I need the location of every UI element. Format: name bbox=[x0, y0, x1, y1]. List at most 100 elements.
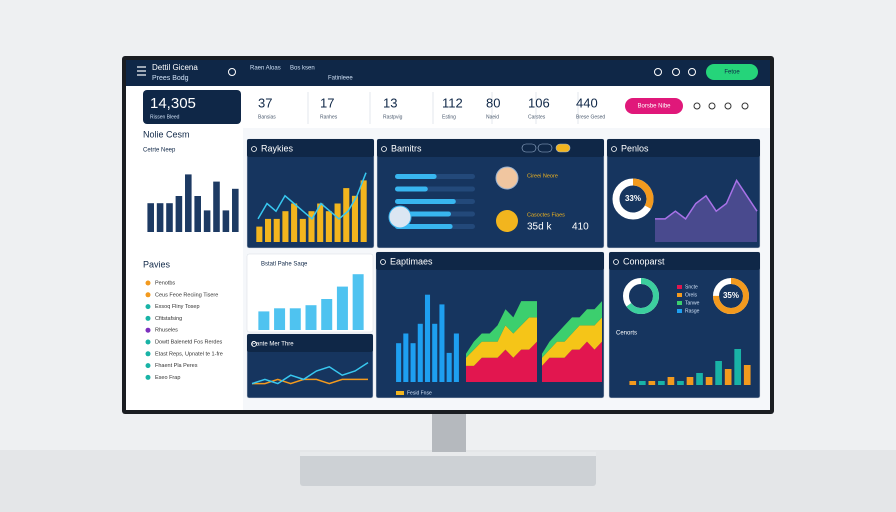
sidebar-list-title: Pavies bbox=[143, 259, 171, 269]
bar bbox=[629, 381, 637, 385]
panel-icon bbox=[380, 259, 386, 265]
panel-header bbox=[376, 252, 604, 270]
sidebar-title: Nolie Cesm bbox=[143, 129, 190, 139]
bar bbox=[658, 381, 665, 385]
list-dot bbox=[145, 339, 151, 345]
bar bbox=[203, 210, 211, 232]
list-dot bbox=[145, 315, 151, 321]
legend-label: Tanwe bbox=[685, 300, 700, 306]
bar bbox=[308, 211, 315, 242]
progress-bar bbox=[395, 224, 453, 229]
action-button[interactable] bbox=[625, 98, 683, 114]
list-item[interactable]: Ceus Feoe Reciing Tisere bbox=[155, 292, 218, 298]
nav-link[interactable]: Fatinleee bbox=[328, 76, 353, 82]
panel-icon bbox=[611, 146, 617, 152]
bar bbox=[677, 381, 684, 385]
list-item[interactable]: Dowtt Balenetd Fos Rerdes bbox=[155, 339, 223, 345]
stacked-area bbox=[466, 341, 537, 382]
list-item[interactable]: Cfitstafsing bbox=[155, 316, 182, 322]
header-icon[interactable] bbox=[654, 68, 662, 76]
panel-title: Raykies bbox=[261, 143, 294, 153]
kpi-label: Esting bbox=[442, 114, 456, 120]
bar bbox=[222, 210, 230, 232]
progress-bar bbox=[395, 186, 428, 192]
list-item[interactable]: Eseo Frap bbox=[155, 375, 180, 381]
bar bbox=[667, 377, 675, 385]
line bbox=[655, 178, 758, 220]
panel-title: Eaptimaes bbox=[390, 256, 433, 266]
stat: 35d k bbox=[527, 222, 552, 233]
bar bbox=[403, 333, 409, 382]
header-button[interactable] bbox=[706, 64, 758, 80]
progress-bar bbox=[395, 199, 456, 204]
bar bbox=[291, 203, 298, 242]
kpi-value: 80 bbox=[486, 95, 500, 110]
list-item[interactable]: Penotbs bbox=[155, 280, 175, 286]
bar bbox=[417, 323, 423, 382]
kpi-label: Carstes bbox=[528, 114, 546, 120]
list-dot bbox=[145, 292, 151, 298]
panel-header bbox=[247, 334, 373, 352]
bar bbox=[432, 323, 438, 382]
bar bbox=[360, 180, 367, 242]
legend-swatch bbox=[677, 301, 682, 305]
kpi-label: Naeid bbox=[486, 114, 499, 120]
toolbar-icon[interactable] bbox=[693, 102, 701, 110]
app-subtitle: Prees Bodg bbox=[152, 75, 189, 82]
bar bbox=[185, 174, 192, 232]
stand-neck bbox=[432, 410, 466, 454]
legend-swatch bbox=[677, 293, 682, 297]
panel-title: Conoparst bbox=[623, 256, 665, 266]
kpi-highlight bbox=[143, 90, 241, 124]
bar bbox=[334, 203, 341, 242]
legend-swatch bbox=[677, 285, 682, 289]
list-dot bbox=[145, 304, 151, 310]
legend-label: Sncte bbox=[685, 284, 698, 290]
toolbar-icon[interactable] bbox=[724, 102, 732, 110]
bar bbox=[147, 203, 154, 232]
kpi-value: 13 bbox=[383, 95, 397, 110]
bar bbox=[343, 188, 350, 242]
list-item[interactable]: Fhaent Pla Peres bbox=[155, 363, 198, 369]
bar bbox=[396, 343, 402, 382]
search-icon bbox=[228, 68, 236, 76]
list-dot bbox=[145, 363, 151, 369]
panel-pill[interactable] bbox=[555, 143, 571, 153]
donut-arc bbox=[623, 278, 659, 314]
donut-arc bbox=[713, 278, 749, 314]
nav-link[interactable]: Bos ksen bbox=[290, 66, 315, 72]
bar bbox=[352, 274, 364, 330]
caption: Cireei Neore bbox=[527, 173, 558, 179]
bar bbox=[282, 211, 289, 242]
panel-pill[interactable] bbox=[537, 143, 553, 153]
bar bbox=[424, 294, 431, 382]
panel-pill[interactable] bbox=[521, 143, 537, 153]
toolbar-icon[interactable] bbox=[741, 102, 749, 110]
caption: Casoctes Fiaes bbox=[527, 212, 565, 218]
bar bbox=[325, 211, 332, 242]
header-icon[interactable] bbox=[672, 68, 680, 76]
donut-arc bbox=[612, 178, 654, 220]
bar bbox=[321, 299, 333, 330]
sidebar-chart-label: Cetrte Neep bbox=[143, 148, 176, 154]
toolbar-icon[interactable] bbox=[708, 102, 716, 110]
bar bbox=[439, 304, 445, 382]
header-icon[interactable] bbox=[688, 68, 696, 76]
bar bbox=[453, 333, 459, 382]
stat: 410 bbox=[572, 222, 589, 233]
sidebar bbox=[126, 128, 243, 410]
bar bbox=[696, 373, 703, 385]
list-item[interactable]: Etast Reps, Upnatel te 1-fre bbox=[155, 351, 223, 357]
panel-header bbox=[247, 139, 374, 157]
area-fill bbox=[655, 180, 757, 242]
stacked-area bbox=[542, 317, 602, 366]
bar bbox=[274, 308, 286, 330]
bar bbox=[638, 381, 646, 385]
nav-link[interactable]: Raen Aloas bbox=[250, 66, 281, 72]
legend-label: Fesid Fnse bbox=[407, 390, 432, 396]
list-item[interactable]: Exsoq Fliny Tosep bbox=[155, 304, 200, 310]
list-item[interactable]: Rhuseles bbox=[155, 328, 178, 334]
bar bbox=[734, 349, 742, 385]
